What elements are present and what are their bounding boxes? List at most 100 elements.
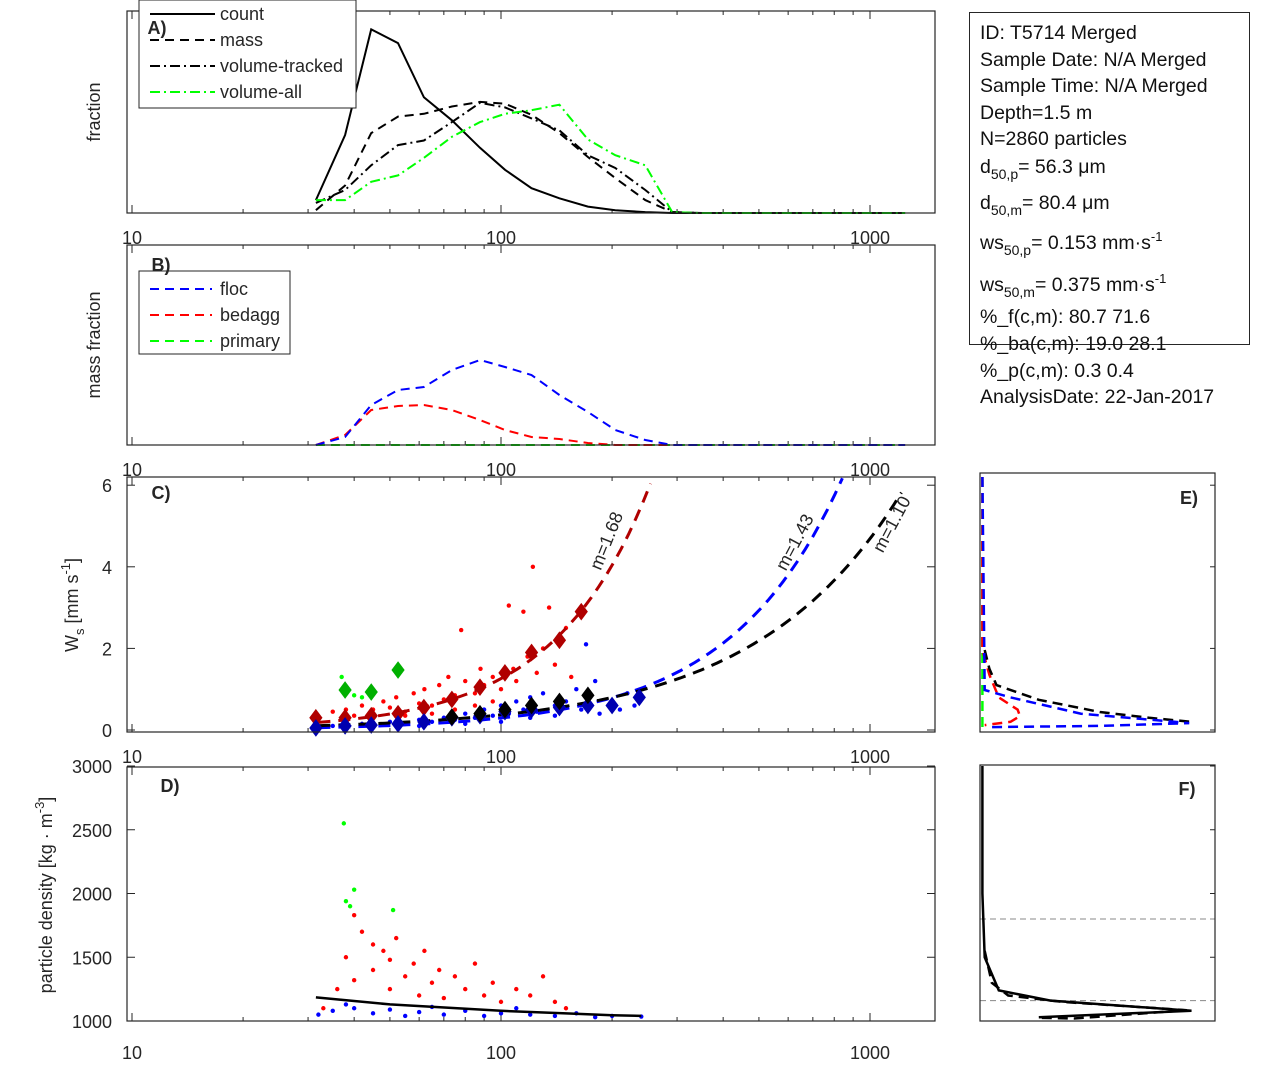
- scatter-point-bedagg: [429, 980, 435, 985]
- scatter-point-bedagg: [370, 942, 376, 947]
- scatter-point-bedagg: [351, 912, 357, 918]
- scatter-point-bedagg: [569, 674, 574, 680]
- scatter-point-bedagg: [463, 986, 468, 992]
- panel-c-y-tick-label: 6: [102, 476, 112, 496]
- y-label-part: -3: [32, 802, 47, 814]
- median-marker-all: [498, 700, 512, 719]
- info-n: N=2860 particles: [980, 128, 1127, 151]
- info-pct-ba: %_ba(c,m): 19.0 28.1: [980, 332, 1167, 355]
- scatter-point-primary: [343, 898, 349, 904]
- median-marker-floc: [632, 688, 646, 707]
- panel-d-y-label: particle density [kg · m-3]: [32, 797, 56, 994]
- d50p-label: d: [980, 155, 991, 178]
- d50m-sub: 50,m: [990, 201, 1022, 218]
- ws50m-label: ws: [980, 273, 1004, 296]
- scatter-point-bedagg: [540, 974, 546, 979]
- panel-c-x-tick-label: 10: [122, 747, 142, 767]
- scatter-point-floc: [592, 1014, 598, 1020]
- panel-c-background: [127, 477, 935, 732]
- scatter-point-bedagg: [463, 678, 468, 684]
- panel-e-background: [980, 473, 1215, 732]
- legend-label: count: [220, 4, 264, 24]
- y-label-part: -1: [58, 563, 73, 575]
- scatter-point-floc: [416, 1009, 422, 1015]
- scatter-point-floc: [429, 719, 435, 725]
- scatter-point-bedagg: [370, 967, 376, 973]
- fit-curve: [318, 491, 903, 728]
- panel-a-frame: [126, 10, 936, 214]
- median-marker-primary: [338, 681, 352, 699]
- scatter-point-floc: [490, 713, 495, 718]
- info-d50p: d50,p= 56.3 μm: [980, 154, 1214, 181]
- scatter-point-floc: [330, 723, 335, 729]
- y-label-part: s: [72, 628, 87, 635]
- scatter-point-bedagg: [402, 974, 408, 979]
- panel-label: D): [161, 776, 180, 796]
- scatter-point-bedagg: [429, 711, 435, 716]
- scatter-point-bedagg: [546, 605, 552, 610]
- scatter-point-bedagg: [335, 986, 340, 992]
- scatter-point-bedagg: [402, 713, 408, 718]
- scatter-point-primary: [347, 904, 353, 909]
- panel-c-x-tick-label: 1000: [850, 747, 890, 767]
- scatter-point-floc: [402, 1013, 408, 1019]
- scatter-point-bedagg: [530, 564, 536, 569]
- series-line: [983, 950, 1187, 1020]
- legend-label: floc: [220, 279, 248, 299]
- scatter-point-bedagg: [394, 935, 399, 941]
- series-line-mass: [315, 100, 906, 214]
- median-marker-bedagg: [445, 690, 459, 709]
- legend-label: volume-all: [220, 82, 302, 102]
- scatter-point-floc: [481, 1013, 487, 1019]
- panel-label: B): [152, 255, 171, 275]
- panel-d-y-tick-label: 1000: [72, 1012, 112, 1032]
- median-marker-floc: [581, 696, 595, 715]
- scatter-point-bedagg: [458, 627, 464, 633]
- scatter-point-floc: [387, 1007, 393, 1012]
- panel-a-x-tick-label: 100: [486, 228, 516, 248]
- scatter-point-bedagg: [359, 929, 365, 934]
- scatter-point-bedagg: [521, 609, 526, 614]
- scatter-point-bedagg: [387, 957, 393, 962]
- series-line-bedagg: [315, 403, 906, 446]
- scatter-point-bedagg: [416, 993, 422, 998]
- panel-d-y-tick-label: 1500: [72, 948, 112, 968]
- panel-a-x-tick-label: 10: [122, 228, 142, 248]
- scatter-point-bedagg: [498, 687, 504, 692]
- scatter-point-floc: [597, 711, 602, 716]
- panel-b-x-tick-label: 100: [486, 460, 516, 480]
- median-marker-all: [581, 686, 595, 705]
- scatter-point-bedagg: [411, 691, 416, 696]
- info-d50m: d50,m= 80.4 μm: [980, 190, 1214, 217]
- info-analysis-date: AnalysisDate: 22-Jan-2017: [980, 386, 1215, 409]
- panel-c-y-tick-label: 2: [102, 639, 112, 659]
- scatter-point-bedagg: [552, 999, 558, 1005]
- scatter-point-bedagg: [321, 1006, 326, 1011]
- scatter-point-bedagg: [422, 687, 427, 692]
- y-label-part: [mm s: [62, 575, 82, 629]
- info-sample-date: Sample Date: N/A Merged: [980, 48, 1207, 71]
- median-marker-floc: [364, 716, 378, 734]
- panel-c-x-tick-label: 100: [486, 747, 516, 767]
- scatter-point-bedagg: [411, 961, 416, 966]
- ws50m-value: = 0.375 mm·s: [1034, 273, 1155, 296]
- median-marker-bedagg: [574, 602, 588, 621]
- scatter-point-floc: [343, 1002, 349, 1007]
- median-marker-all: [473, 704, 487, 723]
- scatter-point-bedagg: [381, 699, 386, 704]
- d50m-label: d: [980, 191, 991, 214]
- ws50p-value: = 0.153 mm·s: [1031, 232, 1151, 255]
- scatter-point-bedagg: [498, 999, 504, 1005]
- scatter-point-bedagg: [452, 974, 458, 979]
- scatter-point-bedagg: [563, 1006, 569, 1011]
- panel-f-background: [980, 765, 1215, 1021]
- panel-c-y-tick-label: 0: [102, 721, 112, 741]
- series-line-floc: [315, 358, 906, 446]
- d50p-value: = 56.3 μm: [1018, 155, 1106, 178]
- panel-b-y-label: mass fraction: [84, 291, 104, 398]
- scatter-point-bedagg: [514, 986, 519, 992]
- panel-a-y-label: fraction: [84, 82, 104, 141]
- scatter-point-floc: [330, 1008, 335, 1013]
- panel-d-frame: [126, 766, 936, 1022]
